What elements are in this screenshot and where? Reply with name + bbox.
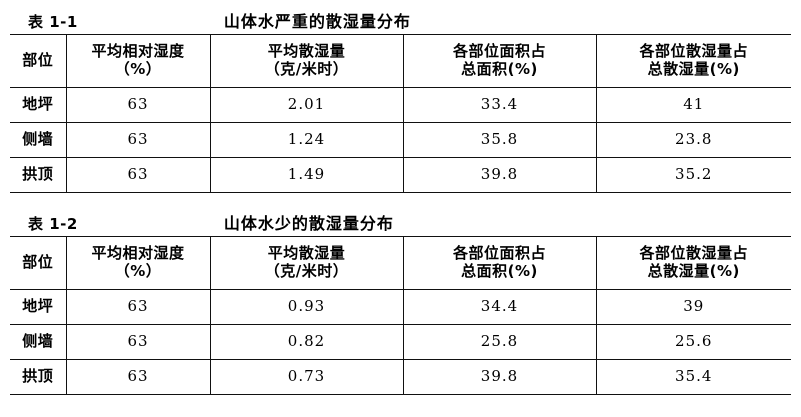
header-line-1: 平均相对湿度 (91, 244, 185, 263)
header-line-2: 总散湿量(%) (647, 262, 740, 280)
header-line-1: 部位 (22, 51, 54, 70)
cell-moisture-percentage: 41 (595, 87, 791, 123)
cell-moisture-percentage: 25.6 (595, 324, 791, 360)
cell-avg-moisture-dissipation: 0.93 (209, 289, 403, 325)
header-line-1: 平均散湿量 (267, 244, 346, 263)
header-line-1: 平均散湿量 (267, 42, 346, 61)
table-number-label: 表 1-2 (28, 215, 78, 233)
cell-area-percentage: 25.8 (402, 324, 596, 360)
table-row: 地坪 63 0.93 34.4 39 (10, 289, 791, 325)
table-title: 山体水少的散湿量分布 (223, 214, 394, 233)
cell-part: 地坪 (10, 87, 66, 123)
table-header-row: 部位 平均相对湿度 （%） 平均散湿量 （克/米时） 各部位面积占 总面积(%) (10, 236, 791, 290)
cell-area-percentage: 35.8 (402, 122, 596, 158)
cell-moisture-percentage: 35.2 (595, 157, 791, 193)
header-line-1: 各部位面积占 (452, 244, 546, 263)
moisture-distribution-table-1: 部位 平均相对湿度 （%） 平均散湿量 （克/米时） 各部位面积占 总面积(%) (10, 34, 791, 193)
header-line-1: 各部位面积占 (452, 42, 546, 61)
cell-avg-moisture-dissipation: 1.24 (209, 122, 403, 158)
cell-part: 侧墙 (10, 122, 66, 158)
table-header-row: 部位 平均相对湿度 （%） 平均散湿量 （克/米时） 各部位面积占 总面积(%) (10, 34, 791, 88)
header-line-1: 平均相对湿度 (91, 42, 185, 61)
table-title: 山体水严重的散湿量分布 (223, 12, 411, 31)
cell-avg-moisture-dissipation: 0.73 (209, 359, 403, 395)
moisture-distribution-table-2: 部位 平均相对湿度 （%） 平均散湿量 （克/米时） 各部位面积占 总面积(%) (10, 236, 791, 395)
column-header-part: 部位 (10, 34, 66, 88)
cell-avg-relative-humidity: 63 (65, 122, 210, 158)
table-row: 侧墙 63 1.24 35.8 23.8 (10, 122, 791, 158)
table-number-label: 表 1-1 (28, 13, 78, 31)
column-header-avg-relative-humidity: 平均相对湿度 （%） (65, 34, 210, 88)
cell-part: 拱顶 (10, 359, 66, 395)
cell-part: 拱顶 (10, 157, 66, 193)
cell-avg-relative-humidity: 63 (65, 289, 210, 325)
header-line-1: 各部位散湿量占 (639, 42, 748, 61)
column-header-moisture-percentage: 各部位散湿量占 总散湿量(%) (595, 236, 791, 290)
column-header-avg-moisture-dissipation: 平均散湿量 （克/米时） (209, 34, 403, 88)
table-caption-2: 表 1-2 山体水少的散湿量分布 (10, 202, 791, 236)
column-header-moisture-percentage: 各部位散湿量占 总散湿量(%) (595, 34, 791, 88)
table-row: 拱顶 63 1.49 39.8 35.2 (10, 157, 791, 193)
cell-moisture-percentage: 23.8 (595, 122, 791, 158)
cell-part: 侧墙 (10, 324, 66, 360)
cell-moisture-percentage: 39 (595, 289, 791, 325)
cell-avg-relative-humidity: 63 (65, 87, 210, 123)
column-header-avg-relative-humidity: 平均相对湿度 （%） (65, 236, 210, 290)
header-line-2: 总面积(%) (461, 262, 538, 280)
cell-avg-relative-humidity: 63 (65, 157, 210, 193)
cell-part: 地坪 (10, 289, 66, 325)
header-line-2: 总面积(%) (461, 60, 538, 78)
cell-area-percentage: 39.8 (402, 359, 596, 395)
table-block-2: 表 1-2 山体水少的散湿量分布 部位 平均相对湿度 （%） 平均散湿量 (10, 202, 791, 395)
header-line-2: （克/米时） (264, 60, 349, 78)
header-line-2: （克/米时） (264, 262, 349, 280)
cell-avg-relative-humidity: 63 (65, 324, 210, 360)
column-header-area-percentage: 各部位面积占 总面积(%) (402, 236, 596, 290)
cell-moisture-percentage: 35.4 (595, 359, 791, 395)
header-line-2: （%） (114, 262, 162, 280)
cell-avg-relative-humidity: 63 (65, 359, 210, 395)
table-row: 拱顶 63 0.73 39.8 35.4 (10, 359, 791, 395)
header-line-1: 各部位散湿量占 (639, 244, 748, 263)
table-row: 地坪 63 2.01 33.4 41 (10, 87, 791, 123)
cell-avg-moisture-dissipation: 2.01 (209, 87, 403, 123)
header-line-1: 部位 (22, 253, 54, 272)
table-row: 侧墙 63 0.82 25.8 25.6 (10, 324, 791, 360)
column-header-part: 部位 (10, 236, 66, 290)
column-header-avg-moisture-dissipation: 平均散湿量 （克/米时） (209, 236, 403, 290)
cell-avg-moisture-dissipation: 0.82 (209, 324, 403, 360)
cell-area-percentage: 34.4 (402, 289, 596, 325)
table-block-1: 表 1-1 山体水严重的散湿量分布 部位 平均相对湿度 （%） 平均散湿量 (10, 0, 791, 193)
header-line-2: （%） (114, 60, 162, 78)
header-line-2: 总散湿量(%) (647, 60, 740, 78)
cell-avg-moisture-dissipation: 1.49 (209, 157, 403, 193)
cell-area-percentage: 39.8 (402, 157, 596, 193)
table-caption-1: 表 1-1 山体水严重的散湿量分布 (10, 0, 791, 34)
cell-area-percentage: 33.4 (402, 87, 596, 123)
column-header-area-percentage: 各部位面积占 总面积(%) (402, 34, 596, 88)
